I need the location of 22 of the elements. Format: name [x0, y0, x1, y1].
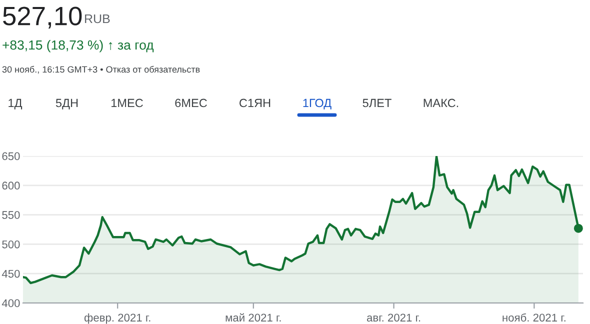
x-tick-label: май 2021 г. — [226, 313, 281, 322]
text: 1Д — [8, 98, 22, 110]
y-tick-label: 450 — [2, 270, 20, 278]
chart-title: 527,10 — [3, 6, 82, 28]
text: RUB — [85, 14, 110, 24]
text: 6МЕС — [175, 98, 207, 108]
text: 30 нояб., 16:15 GMT+3 • Отказ от обязательств — [2, 66, 200, 74]
text: 5ЛЕТ — [362, 98, 392, 108]
x-tick-label: нояб. 2021 г. — [502, 313, 566, 322]
y-tick-label: 500 — [2, 240, 20, 248]
text: С1ЯН — [240, 98, 270, 108]
y-tick-label: 400 — [2, 299, 20, 308]
y-tick-label: 650 — [2, 152, 20, 160]
text: 1ГОД — [303, 98, 332, 110]
x-tick-label: авг. 2021 г. — [367, 314, 420, 322]
y-tick-label: 550 — [2, 211, 20, 219]
text: 1МЕС — [112, 98, 143, 108]
text: 5ДН — [56, 98, 78, 110]
x-tick-label: февр. 2021 г. — [84, 313, 150, 324]
text: +83,15 (18,73 %) ↑ за год — [2, 40, 154, 52]
text: МАКС. — [424, 98, 458, 108]
y-tick-label: 600 — [2, 182, 20, 190]
